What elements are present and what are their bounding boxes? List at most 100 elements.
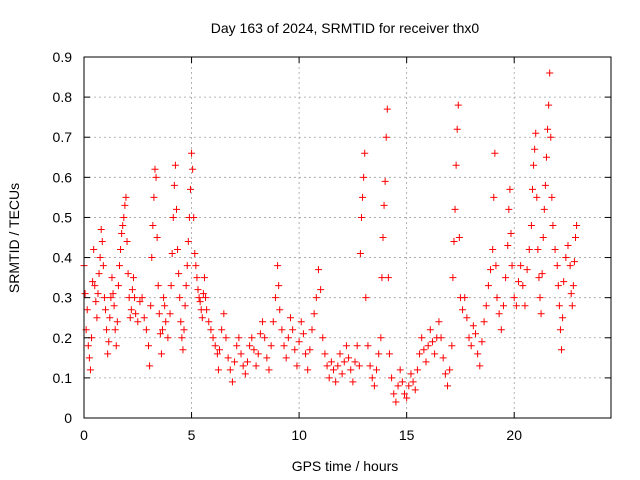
y-axis-title: SRMTID / TECUs <box>6 183 22 293</box>
data-point <box>134 318 142 326</box>
data-point <box>233 342 241 350</box>
data-point <box>424 342 432 350</box>
data-point <box>471 330 479 338</box>
data-point <box>102 306 110 314</box>
data-point <box>252 362 260 370</box>
data-point <box>243 358 251 366</box>
y-tick-label: 0.3 <box>53 290 73 306</box>
data-point <box>405 382 413 390</box>
data-point <box>564 242 572 250</box>
data-point <box>534 246 542 254</box>
data-point <box>392 398 400 406</box>
data-point <box>538 270 546 278</box>
data-point <box>532 129 540 137</box>
x-tick-label: 10 <box>291 427 307 443</box>
data-point <box>325 374 333 382</box>
data-point <box>289 326 297 334</box>
data-point <box>454 101 462 109</box>
data-point <box>114 282 122 290</box>
data-point <box>196 298 204 306</box>
data-point <box>145 342 153 350</box>
data-point <box>195 294 203 302</box>
data-point <box>398 378 406 386</box>
data-point <box>364 342 372 350</box>
data-point <box>267 342 275 350</box>
data-point <box>302 350 310 358</box>
data-point <box>428 338 436 346</box>
data-point <box>334 362 342 370</box>
data-point <box>530 161 538 169</box>
data-point <box>528 185 536 193</box>
data-point <box>491 149 499 157</box>
data-point <box>147 302 155 310</box>
data-point <box>570 258 578 266</box>
data-point <box>261 334 269 342</box>
data-point <box>541 181 549 189</box>
data-point <box>508 262 516 270</box>
data-point <box>338 370 346 378</box>
data-point <box>160 294 168 302</box>
data-point <box>126 314 134 322</box>
data-point <box>558 346 566 354</box>
y-tick-labels: 0 0.1 0.2 0.3 0.4 0.5 0.6 0.7 0.8 0.9 <box>53 49 73 426</box>
data-point <box>375 350 383 358</box>
y-tick-label: 0.4 <box>53 250 73 266</box>
data-point <box>104 350 112 358</box>
data-point <box>194 286 202 294</box>
data-point <box>510 294 518 302</box>
data-point <box>347 366 355 374</box>
data-point <box>353 342 361 350</box>
data-point <box>556 326 564 334</box>
data-point <box>211 342 219 350</box>
chart-title: Day 163 of 2024, SRMTID for receiver thx… <box>211 20 480 36</box>
data-point <box>555 302 563 310</box>
data-point <box>110 302 118 310</box>
data-point <box>512 302 520 310</box>
data-point <box>119 221 127 229</box>
data-point <box>95 270 103 278</box>
data-point <box>533 193 541 201</box>
data-point <box>218 326 226 334</box>
data-point <box>336 350 344 358</box>
data-point <box>191 250 199 258</box>
data-point <box>108 274 116 282</box>
data-point <box>254 350 262 358</box>
data-point <box>548 193 556 201</box>
y-tick-label: 0 <box>64 410 72 426</box>
data-point <box>203 306 211 314</box>
data-point <box>94 290 102 298</box>
data-point <box>297 318 305 326</box>
data-point <box>282 354 290 362</box>
data-point <box>132 310 140 318</box>
data-point <box>190 213 198 221</box>
data-point <box>382 133 390 141</box>
data-point <box>426 326 434 334</box>
data-point <box>109 290 117 298</box>
data-point <box>444 382 452 390</box>
data-point <box>345 354 353 362</box>
plot-frame <box>83 56 612 419</box>
data-point <box>286 314 294 322</box>
data-point <box>202 294 210 302</box>
data-point <box>362 294 370 302</box>
data-point <box>455 234 463 241</box>
data-point <box>465 334 473 342</box>
data-point <box>539 234 547 241</box>
data-point <box>175 270 183 278</box>
data-point <box>360 173 368 181</box>
data-point <box>271 294 279 302</box>
data-point <box>449 274 457 282</box>
data-point <box>96 254 104 262</box>
data-point <box>560 278 568 286</box>
data-point <box>517 262 525 270</box>
data-point <box>91 282 99 290</box>
data-point <box>81 290 89 298</box>
data-point <box>228 378 236 386</box>
data-point <box>213 350 221 358</box>
data-point <box>284 334 292 342</box>
data-point <box>330 366 338 374</box>
data-point <box>459 306 467 314</box>
data-point <box>388 374 396 382</box>
data-point <box>84 342 92 350</box>
data-point <box>304 366 312 374</box>
